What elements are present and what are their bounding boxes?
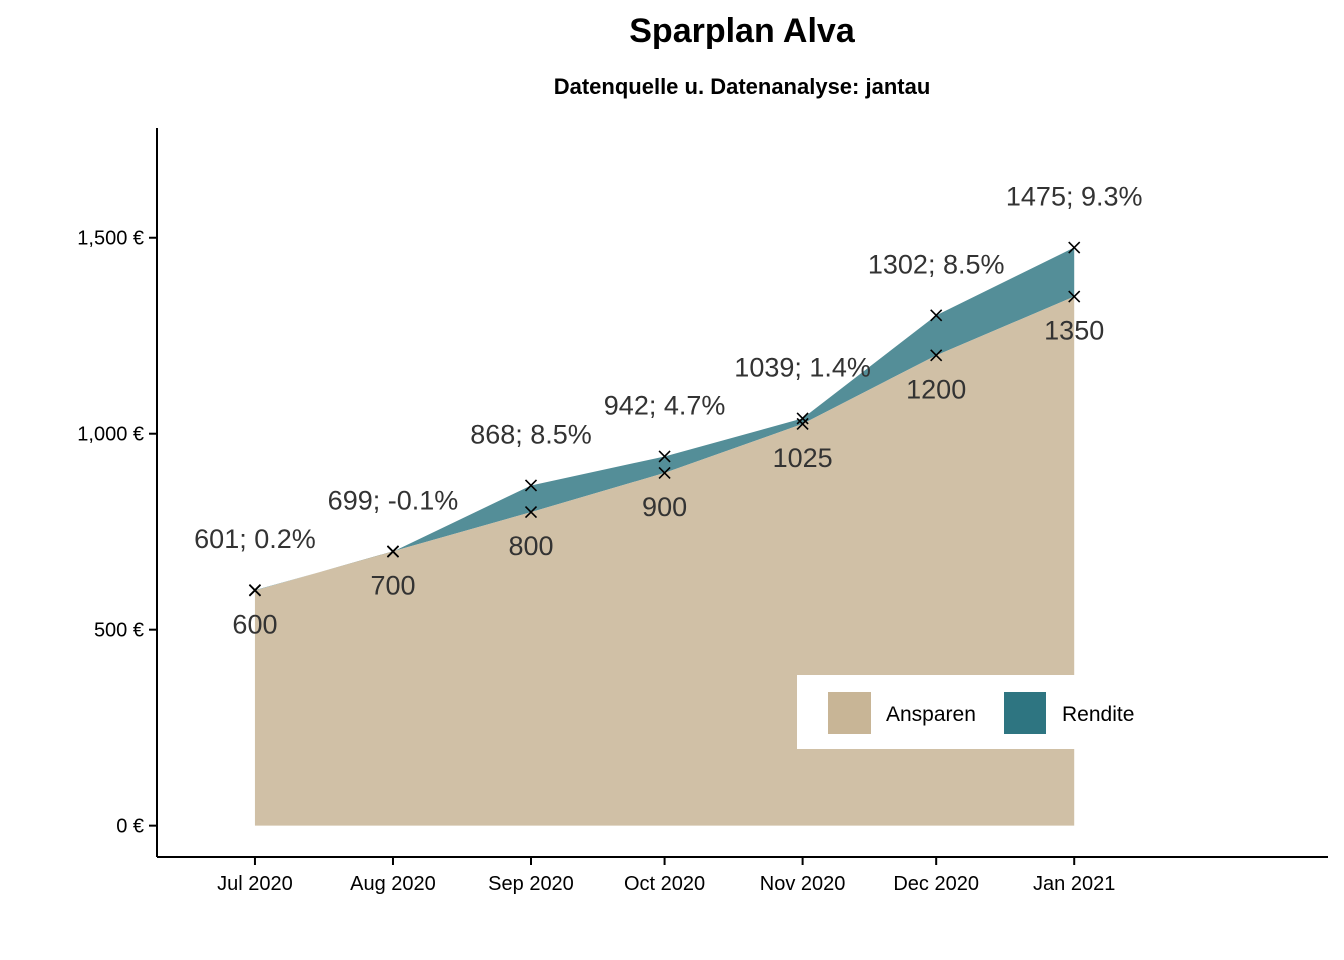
y-tick-label: 1,000 € <box>77 424 144 446</box>
marker-stroke <box>524 506 538 519</box>
legend-swatch-ansparen <box>828 692 871 734</box>
data-label-ansparen: 1350 <box>1044 316 1104 346</box>
x-tick-label: Aug 2020 <box>350 873 436 895</box>
legend-label-rendite: Rendite <box>1062 703 1134 726</box>
y-tick-label: 0 € <box>116 816 144 838</box>
data-label-total: 942; 4.7% <box>604 390 726 420</box>
data-label-ansparen: 1200 <box>906 374 966 404</box>
marker-total <box>796 412 809 425</box>
data-label-total: 1475; 9.3% <box>1006 182 1143 212</box>
data-label-ansparen: 600 <box>232 609 277 639</box>
marker-ansparen <box>1068 290 1081 303</box>
x-tick-label: Nov 2020 <box>760 873 846 895</box>
marker-ansparen <box>796 417 809 430</box>
legend-label-ansparen: Ansparen <box>886 703 976 726</box>
marker-total <box>386 545 400 558</box>
data-label-ansparen: 1025 <box>773 443 833 473</box>
marker-ansparen <box>930 349 943 362</box>
data-label-total: 1039; 1.4% <box>734 352 871 382</box>
data-label-ansparen: 800 <box>508 531 553 561</box>
marker-stroke <box>658 466 671 479</box>
marker-stroke <box>248 584 262 597</box>
marker-total <box>930 309 943 322</box>
x-tick-label: Jul 2020 <box>217 873 293 895</box>
marker-stroke <box>796 417 809 430</box>
data-label-total: 868; 8.5% <box>470 419 592 449</box>
data-label-ansparen: 700 <box>370 570 415 600</box>
chart-subtitle: Datenquelle u. Datenanalyse: jantau <box>554 74 931 99</box>
marker-stroke <box>930 349 943 362</box>
chart-title: Sparplan Alva <box>629 12 856 50</box>
x-tick-label: Dec 2020 <box>893 873 979 895</box>
x-tick-label: Jan 2021 <box>1033 873 1115 895</box>
data-label-ansparen: 900 <box>642 492 687 522</box>
legend-swatch-rendite <box>1004 692 1046 734</box>
y-tick-label: 1,500 € <box>77 228 144 250</box>
x-tick-label: Sep 2020 <box>488 873 574 895</box>
marker-layer <box>248 241 1081 597</box>
marker-total <box>658 450 671 463</box>
marker-total <box>248 584 262 597</box>
data-label-total: 699; -0.1% <box>328 486 459 516</box>
marker-ansparen <box>524 506 538 519</box>
axes: 0 € 500 € 1,000 € 1,500 € Jul 2020 Aug 2020 Se… <box>77 128 1328 895</box>
marker-stroke <box>658 450 671 463</box>
legend: Ansparen Rendite <box>797 675 1158 749</box>
marker-stroke <box>930 309 943 322</box>
marker-total <box>524 479 538 492</box>
marker-stroke <box>1068 241 1081 254</box>
y-tick-label: 500 € <box>94 620 144 642</box>
data-label-total: 601; 0.2% <box>194 524 316 554</box>
marker-stroke <box>524 479 538 492</box>
data-label-total: 1302; 8.5% <box>868 249 1005 279</box>
marker-ansparen <box>658 466 671 479</box>
marker-stroke <box>796 412 809 425</box>
data-label-layer: 601; 0.2% 600 699; -0.1% 700 868; 8.5% 800 942… <box>194 182 1142 640</box>
marker-stroke <box>1068 290 1081 303</box>
marker-total <box>1068 241 1081 254</box>
marker-stroke <box>386 545 400 558</box>
x-tick-label: Oct 2020 <box>624 873 705 895</box>
